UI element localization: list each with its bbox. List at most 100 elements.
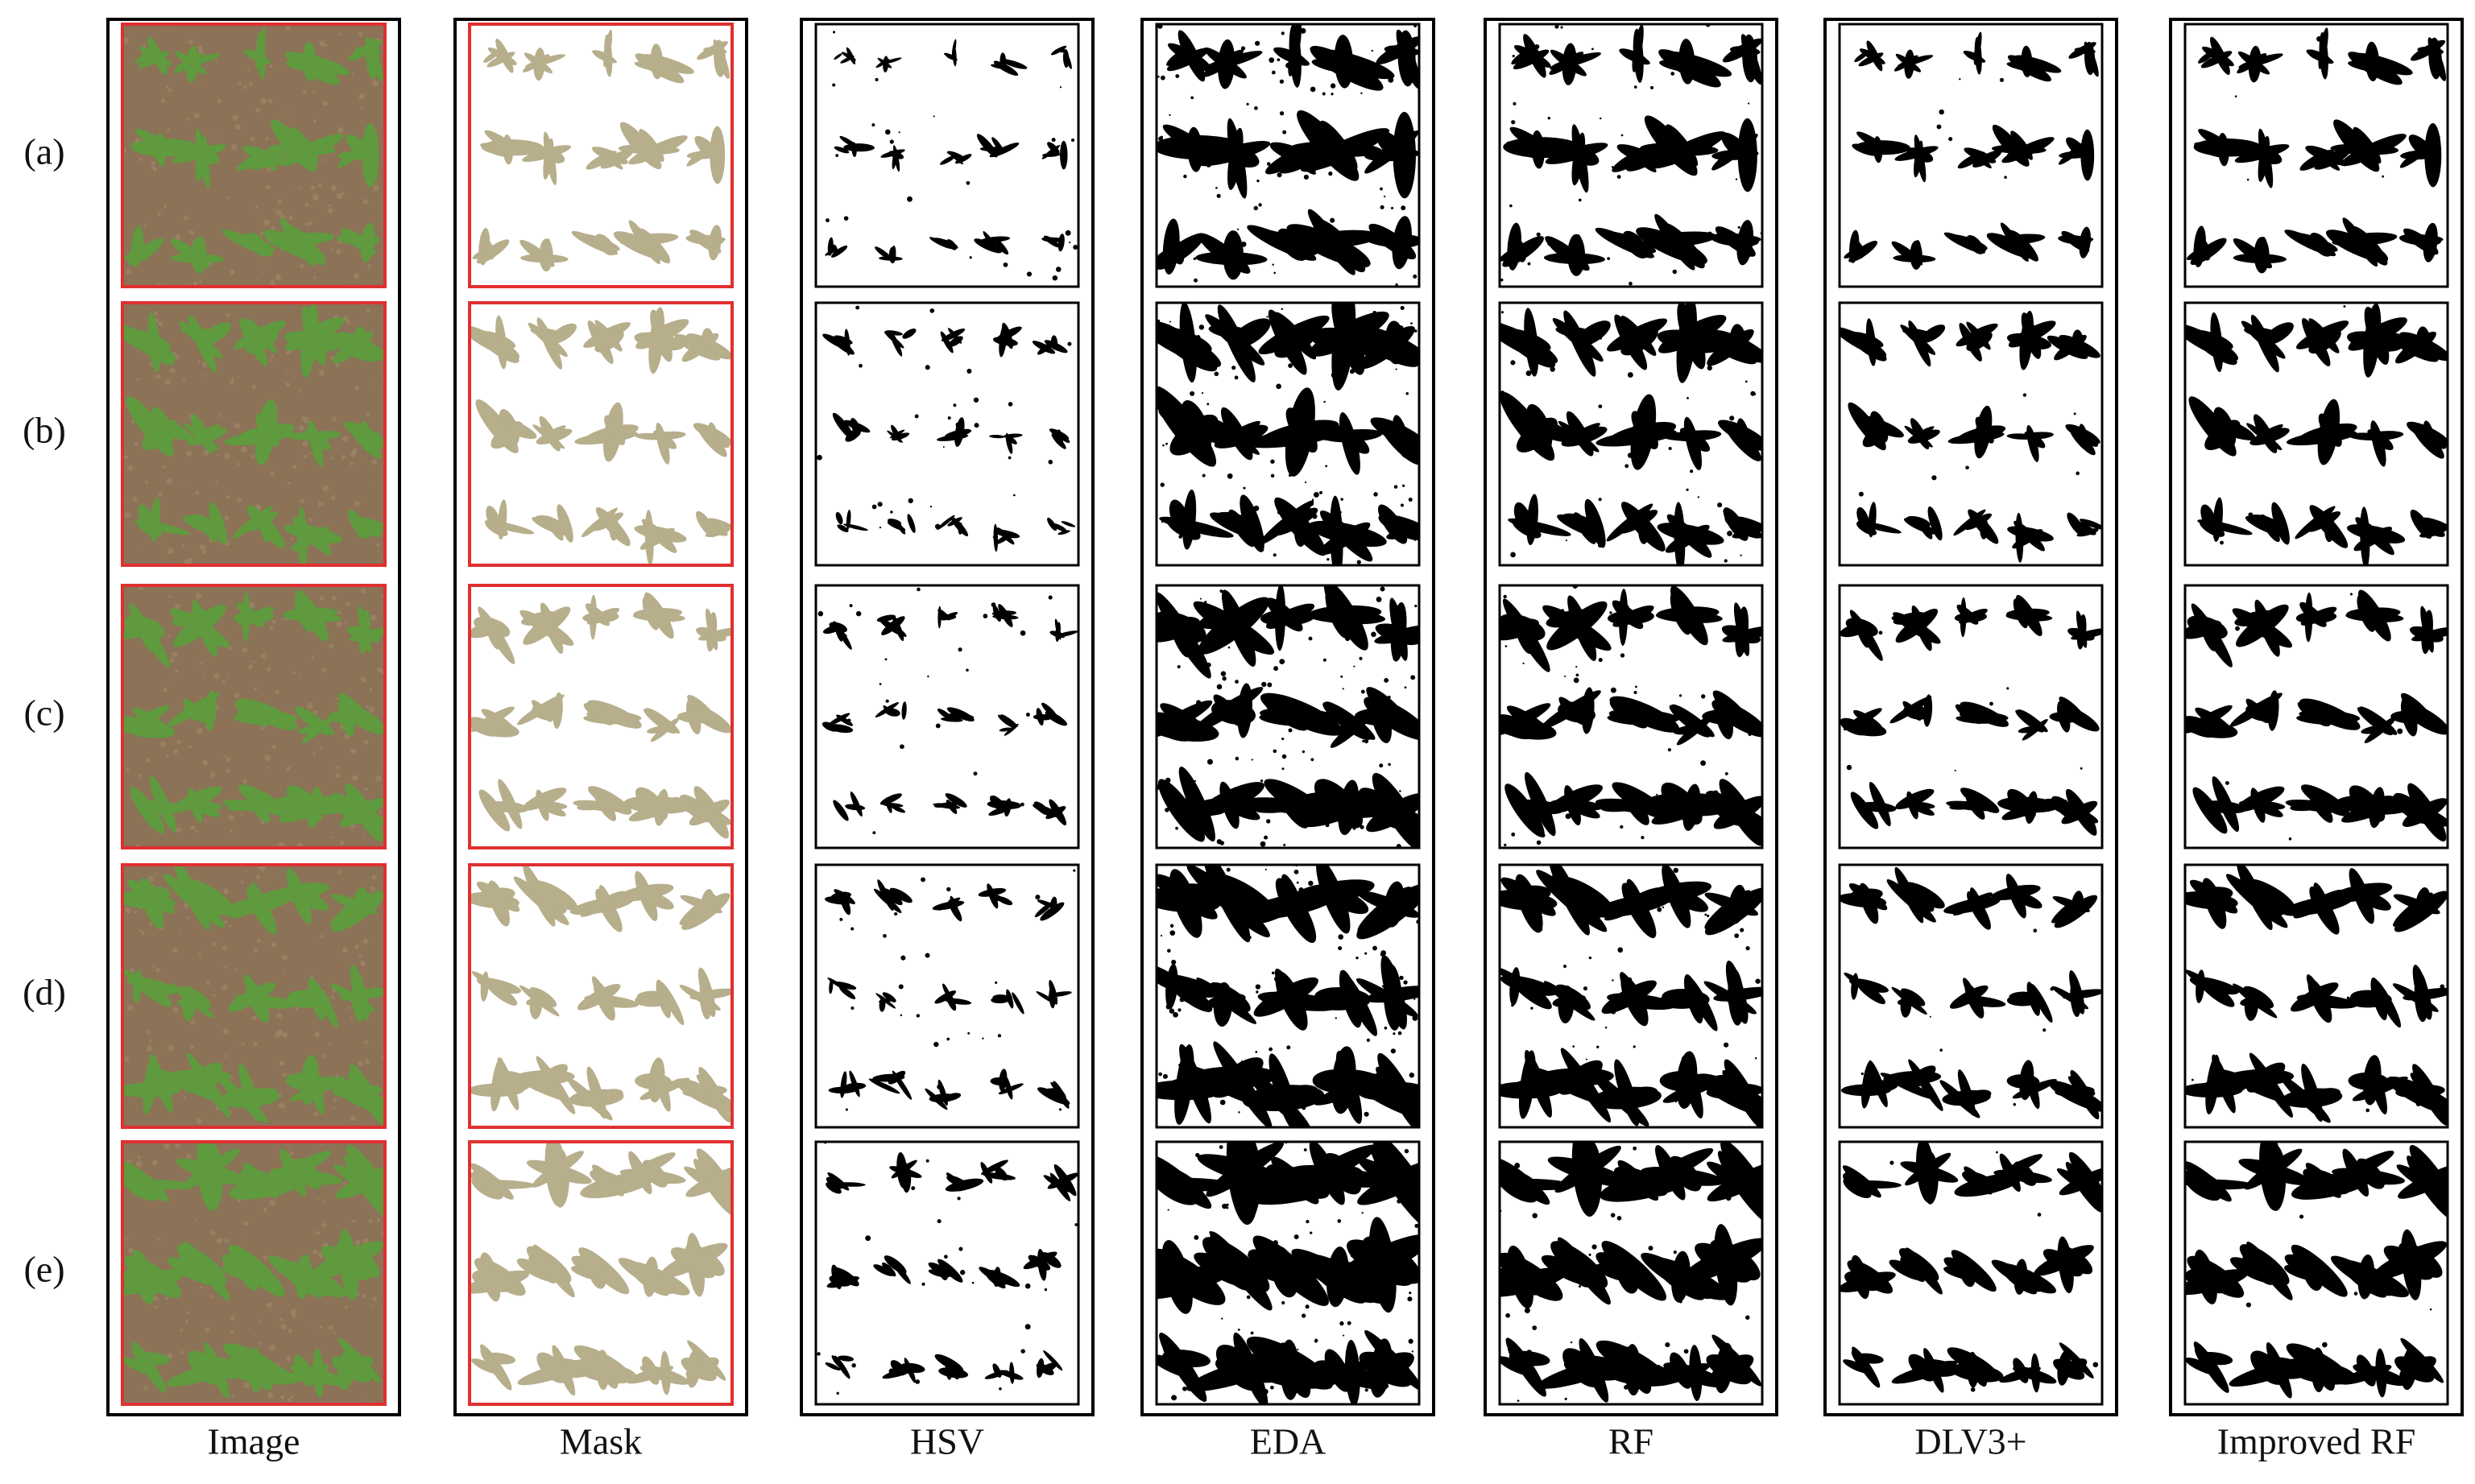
plant-blob (644, 708, 676, 734)
speckle (946, 1037, 950, 1041)
speckle (1026, 271, 1033, 277)
panel (1498, 584, 1764, 849)
speckle (182, 544, 185, 547)
speckle (371, 1304, 375, 1308)
plant-blob (995, 1167, 1008, 1181)
speckle (360, 676, 366, 683)
speckle (186, 916, 190, 920)
speckle (1612, 979, 1614, 982)
speckle (845, 1108, 848, 1111)
speckle (136, 378, 139, 381)
speckle (286, 1072, 289, 1075)
speckle (1246, 1295, 1251, 1300)
speckle (894, 911, 898, 916)
plant-blob (882, 803, 904, 808)
plant-blob (706, 612, 718, 652)
plant-blob (1669, 705, 1711, 738)
plant-blob (523, 865, 556, 927)
plant-blob (1218, 798, 1260, 821)
speckle (1410, 322, 1413, 324)
plant-blob (519, 610, 574, 646)
plant-blob (487, 48, 517, 65)
plant-blob (1567, 234, 1586, 276)
speckle (228, 647, 233, 651)
speckle (1160, 482, 1165, 487)
speckle (130, 420, 135, 424)
plant-blob (2015, 512, 2024, 563)
plant-blob (1910, 240, 1922, 270)
plant-blob (951, 154, 964, 165)
plant-blob (2195, 707, 2233, 734)
plant-blob (246, 886, 277, 935)
speckle (296, 779, 298, 781)
plant-blob (1205, 314, 1265, 366)
plant-blob (2246, 1242, 2293, 1300)
speckle (263, 219, 271, 226)
plant-blob (470, 621, 504, 639)
speckle (917, 587, 921, 592)
speckle (285, 25, 291, 31)
speckle (295, 1007, 298, 1011)
speckle (929, 308, 935, 313)
speckle (259, 865, 267, 872)
speckle (308, 1325, 312, 1328)
speckle (170, 682, 172, 684)
speckle (192, 280, 198, 286)
speckle (1226, 1206, 1229, 1209)
plant-blob (1052, 523, 1067, 532)
speckle (280, 1395, 285, 1400)
plant-blob (240, 1168, 288, 1195)
plant-blob (1965, 238, 1986, 252)
speckle (1266, 316, 1269, 318)
panel-content (472, 29, 730, 272)
speckle (1633, 690, 1637, 694)
plant-blob (1566, 411, 1594, 457)
speckle (162, 465, 165, 469)
plant-blob (184, 1242, 230, 1300)
speckle (160, 98, 166, 103)
plant-blob (945, 793, 967, 808)
speckle (933, 115, 935, 118)
plant-blob (1157, 321, 1218, 372)
speckle (1527, 262, 1531, 266)
speckle (1337, 1219, 1342, 1223)
speckle (1003, 262, 1008, 267)
speckle (282, 1032, 288, 1039)
speckle (1570, 1341, 1573, 1344)
panel (1155, 301, 1421, 567)
speckle (286, 370, 289, 373)
speckle (335, 772, 341, 779)
speckle (1073, 869, 1076, 872)
speckle (1175, 74, 1180, 78)
speckle (1201, 392, 1204, 395)
speckle (1616, 1216, 1622, 1221)
plant-blob (891, 424, 902, 443)
speckle (228, 814, 235, 821)
speckle (130, 968, 135, 973)
plant-blob (268, 1255, 331, 1296)
speckle (1399, 790, 1401, 792)
plant-blob (831, 245, 848, 258)
speckle (1616, 175, 1621, 180)
speckle (1509, 204, 1513, 208)
plant-blob (2026, 982, 2040, 1016)
speckle (368, 706, 375, 713)
speckle (1227, 646, 1231, 649)
speckle (274, 1031, 281, 1038)
speckle (1371, 49, 1374, 52)
panel-border (1838, 863, 2104, 1129)
speckle (1012, 494, 1016, 497)
panel-border (1838, 1140, 2104, 1406)
speckle (1323, 400, 1326, 403)
plant-blob (1909, 802, 1935, 816)
panel (2183, 863, 2449, 1129)
speckle (877, 502, 883, 507)
plant-blob (2308, 318, 2340, 353)
plant-blob (483, 239, 495, 260)
speckle (1271, 971, 1275, 975)
plant-blob (1289, 24, 1302, 88)
speckle (186, 450, 192, 457)
speckle (317, 501, 325, 507)
plant-blob (1308, 520, 1387, 548)
speckle (1169, 320, 1172, 323)
